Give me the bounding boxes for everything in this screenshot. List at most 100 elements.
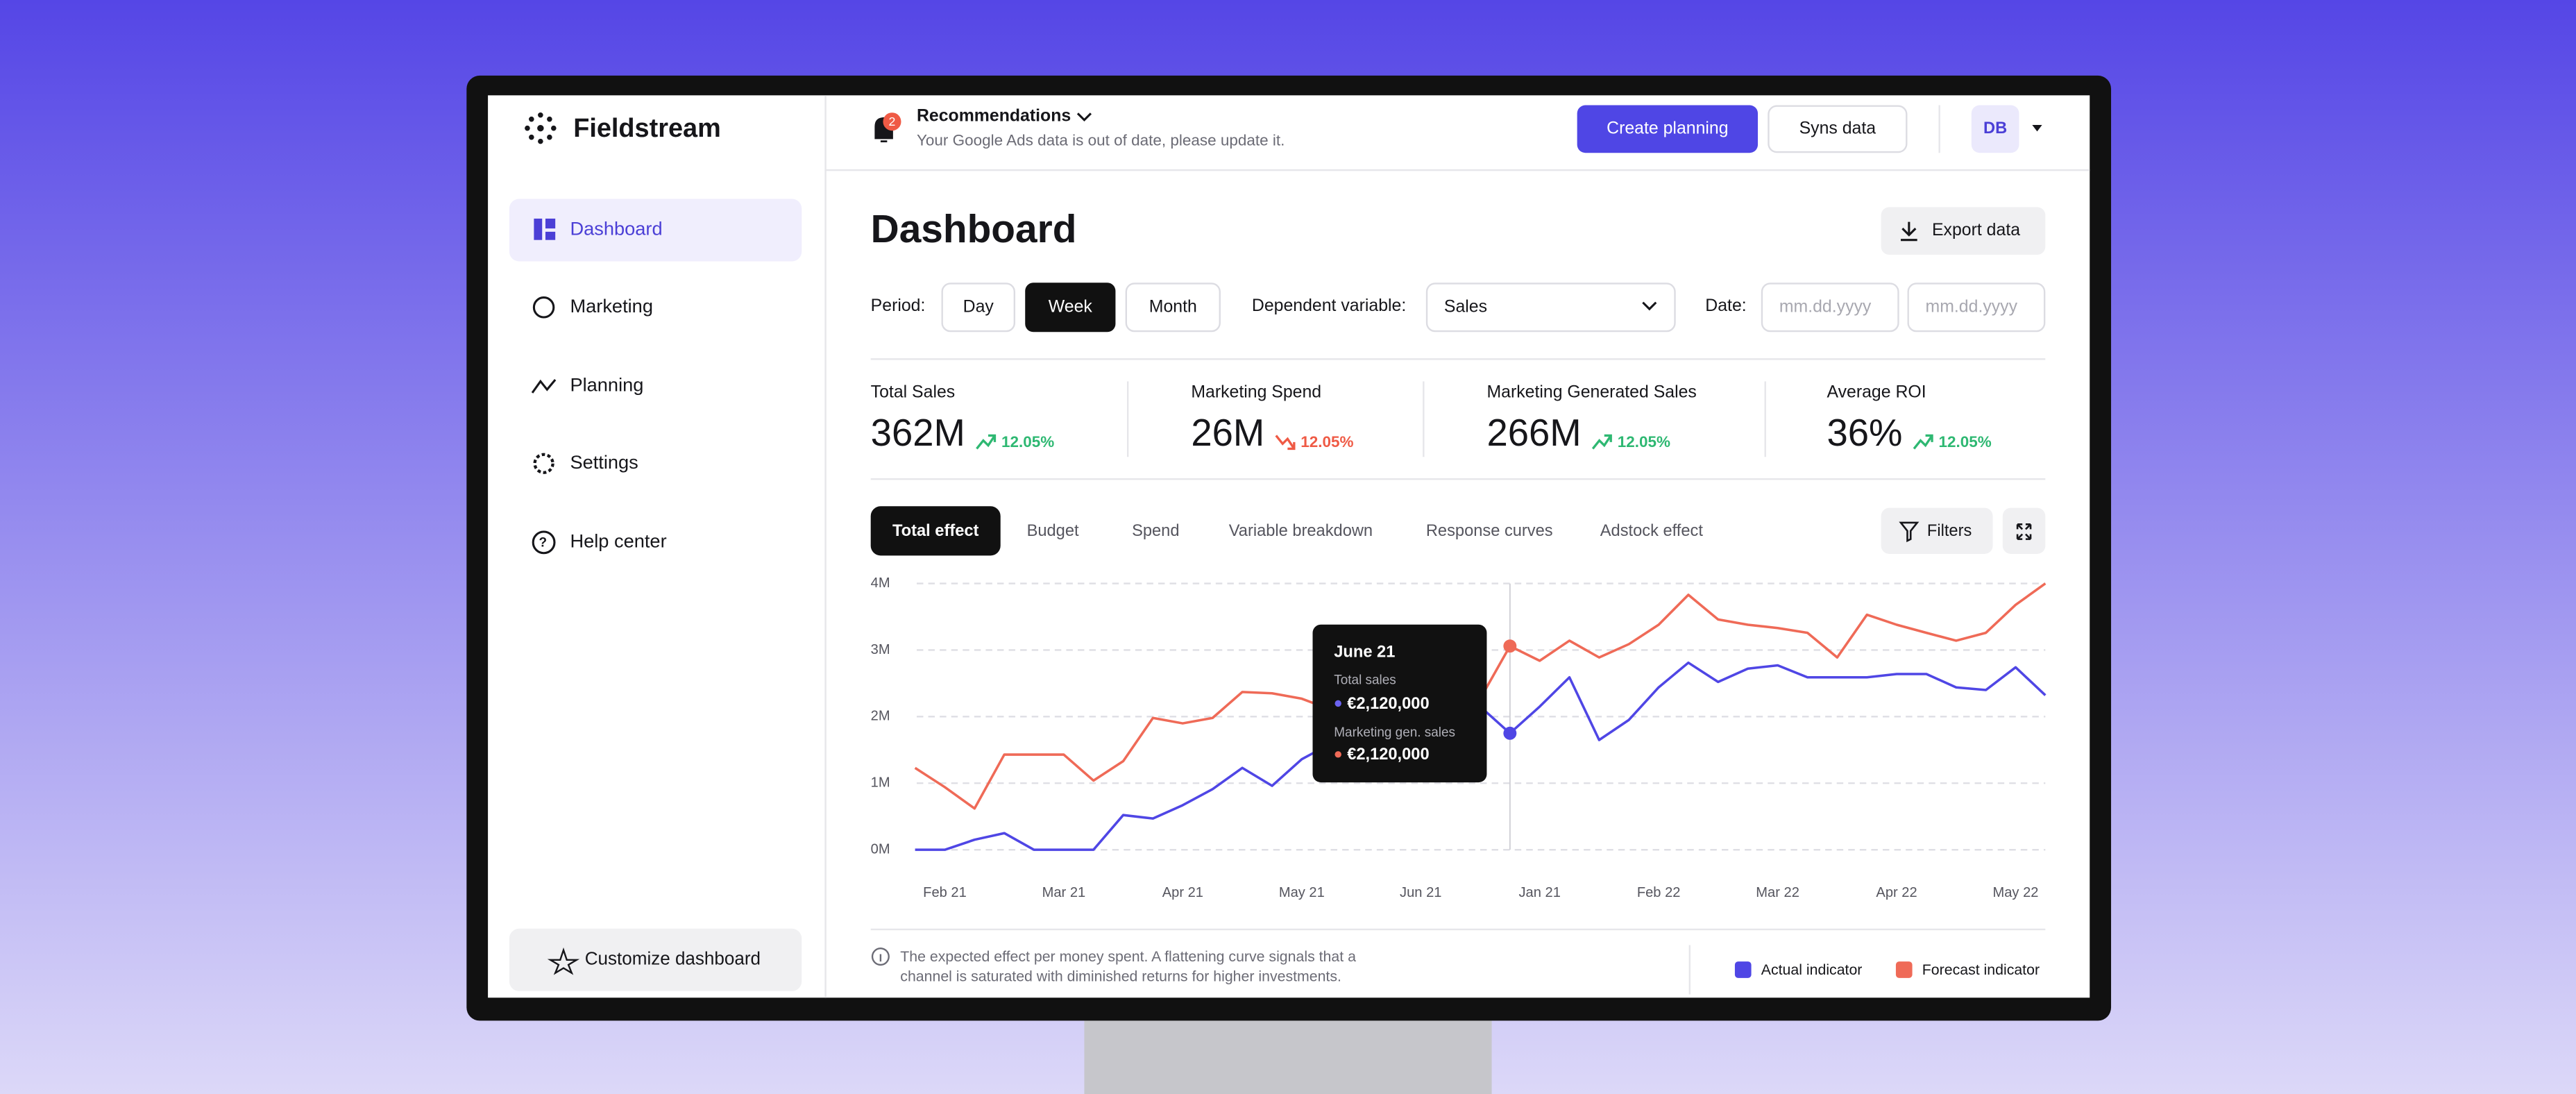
expand-icon (2016, 523, 2032, 540)
tooltip-title: June 21 (1334, 643, 1395, 661)
brand: Fieldstream (573, 114, 721, 143)
tab[interactable]: Adstock effect (1600, 522, 1704, 540)
x-tick-label: Feb 21 (923, 885, 967, 900)
tooltip-dot (1334, 751, 1341, 758)
button-label[interactable]: Filters (1927, 522, 1972, 540)
page-title: Dashboard (871, 208, 1077, 251)
tooltip-label: Marketing gen. sales (1334, 725, 1455, 740)
period-label[interactable]: Week (1049, 297, 1093, 316)
legend-swatch (1895, 961, 1913, 978)
button-label[interactable]: Create planning (1607, 119, 1728, 137)
select[interactable] (1425, 283, 1676, 333)
nav-icon (532, 530, 556, 555)
tooltip: June 21 Total sales €2,120,000 Marketing… (1312, 624, 1487, 783)
nav-icon (545, 231, 556, 240)
recommendations-title[interactable]: Recommendations (917, 107, 1071, 126)
tab[interactable]: Budget (1027, 522, 1079, 540)
tab[interactable]: Response curves (1426, 522, 1553, 540)
nav-item[interactable]: Dashboard (570, 218, 662, 239)
nav-item[interactable]: Marketing (570, 295, 653, 317)
nav-icon (534, 218, 543, 240)
button-label[interactable]: Export data (1932, 221, 2020, 239)
y-tick-label: 3M (871, 642, 890, 657)
avatar-initials[interactable]: DB (1983, 119, 2007, 137)
filter-label: Date: (1705, 296, 1746, 315)
filters-button[interactable] (1881, 507, 1993, 554)
tab[interactable]: Total effect (892, 522, 979, 540)
caret[interactable] (2032, 124, 2042, 132)
date-input[interactable] (1907, 283, 2046, 333)
tooltip-dot (1334, 700, 1341, 707)
hover-point (1503, 726, 1517, 740)
x-tick-label: Apr 22 (1876, 885, 1917, 900)
tab[interactable]: Spend (1132, 522, 1179, 540)
badge (883, 112, 901, 131)
chevron (1076, 112, 1092, 122)
kpi-change: 12.05% (1300, 433, 1353, 451)
kpi-label: Marketing Generated Sales (1486, 382, 1696, 401)
customize-label[interactable]: Customize dashboard (585, 948, 761, 969)
nav-icon: ? (539, 536, 547, 550)
period-button[interactable] (1125, 283, 1221, 333)
trend-icon (1913, 434, 1933, 450)
kpi-change: 12.05% (1001, 433, 1054, 451)
x-tick-label: Apr 21 (1162, 885, 1203, 900)
x-tick-label: May 21 (1279, 885, 1325, 900)
chevron (1642, 301, 1657, 311)
x-tick-label: Mar 22 (1756, 885, 1799, 900)
x-tick-label: Feb 22 (1637, 885, 1681, 900)
note-text: channel is saturated with diminished ret… (900, 968, 1341, 984)
date-input[interactable] (1761, 283, 1899, 333)
kpi-label: Marketing Spend (1191, 382, 1321, 401)
nav-icon (532, 296, 555, 319)
period-button-active[interactable] (1025, 283, 1116, 333)
customize-button[interactable] (509, 928, 802, 991)
nav-active-bg[interactable] (509, 199, 802, 262)
trend-icon (976, 434, 997, 450)
kpi-value: 266M (1486, 412, 1581, 454)
note-text: The expected effect per money spent. A f… (900, 948, 1356, 965)
nav-icon (533, 453, 554, 474)
avatar[interactable] (1971, 105, 2019, 153)
tab[interactable]: Variable breakdown (1229, 522, 1373, 540)
filter-label: Period: (871, 296, 926, 315)
export-button[interactable] (1881, 207, 2046, 255)
tab-active-bg[interactable] (870, 506, 1001, 556)
nav-item[interactable]: Planning (570, 374, 643, 396)
button-label[interactable]: Syns data (1799, 119, 1876, 137)
period-label[interactable]: Day (963, 297, 994, 316)
nav-icon (531, 378, 557, 394)
nav-item[interactable]: Help center (570, 530, 666, 552)
date-placeholder[interactable]: mm.dd.yyyy (1779, 297, 1872, 316)
legend-label: Forecast indicator (1922, 961, 2040, 978)
monitor-stand (1084, 1016, 1492, 1094)
nav-icon (545, 218, 556, 229)
y-tick-label: 2M (871, 709, 890, 724)
nav-item[interactable]: Settings (570, 451, 638, 473)
expand-button[interactable] (2002, 507, 2046, 554)
y-tick-label: 0M (871, 841, 890, 857)
period-button[interactable] (941, 283, 1016, 333)
legend: Actual indicator Forecast indicator (1734, 961, 2040, 978)
kpi-label: Total Sales (871, 382, 956, 401)
tooltip-label: Total sales (1334, 673, 1396, 687)
syns-data-button[interactable] (1768, 105, 1908, 153)
date-placeholder[interactable]: mm.dd.yyyy (1926, 297, 2018, 316)
kpi-change: 12.05% (1618, 433, 1670, 451)
x-tick-label: Jan 21 (1519, 885, 1561, 900)
period-label[interactable]: Month (1149, 297, 1197, 316)
legend-swatch (1734, 961, 1752, 978)
filter-label: Dependent variable: (1252, 296, 1406, 315)
kpi-label: Average ROI (1827, 382, 1926, 401)
kpi-change: 12.05% (1939, 433, 1992, 451)
x-tick-label: Jun 21 (1400, 885, 1441, 900)
y-tick-label: 1M (871, 775, 890, 791)
hover-point (1503, 639, 1517, 653)
badge-count: 2 (889, 115, 896, 128)
tab-bar: Total effect Budget Spend Variable breakdow… (870, 506, 1704, 556)
kpi-value: 362M (871, 412, 965, 454)
select-value[interactable]: Sales (1444, 297, 1487, 316)
trend-icon (1591, 434, 1612, 450)
kpi-value: 36% (1827, 412, 1902, 454)
create-planning-button[interactable] (1577, 105, 1759, 153)
